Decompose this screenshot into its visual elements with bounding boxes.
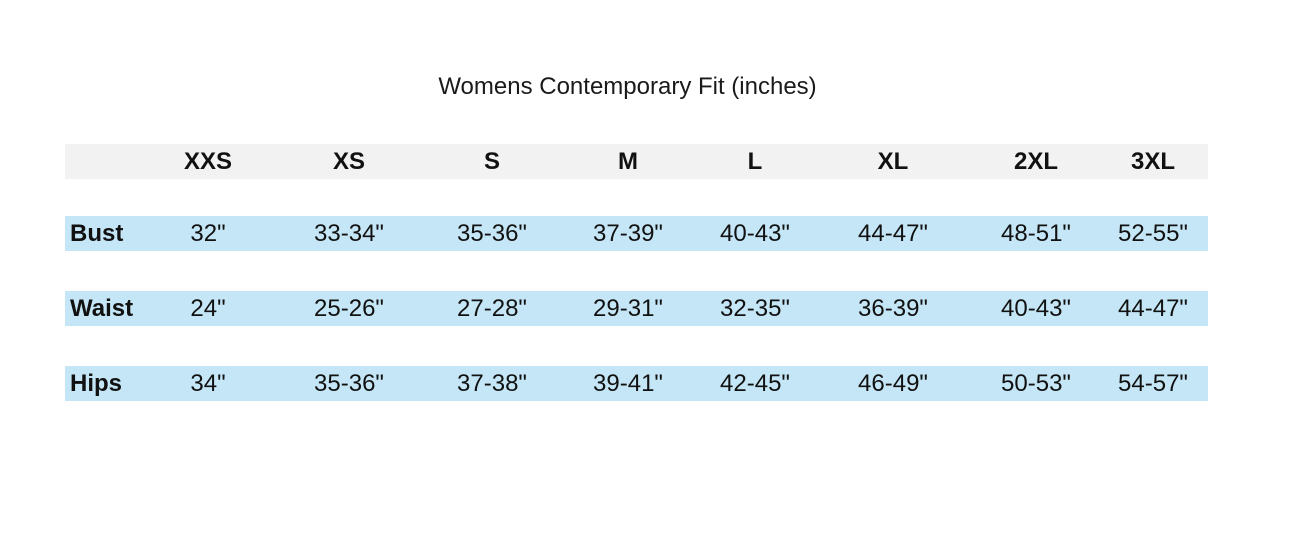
waist-2xl: 40-43" bbox=[1001, 295, 1071, 322]
size-header-m: M bbox=[618, 148, 638, 175]
waist-s: 27-28" bbox=[457, 295, 527, 322]
size-header-xxs: XXS bbox=[183, 148, 233, 175]
row-label-hips: Hips bbox=[70, 370, 123, 397]
waist-xs: 25-26" bbox=[314, 295, 384, 322]
hips-l: 42-45" bbox=[720, 370, 790, 397]
bust-m: 37-39" bbox=[593, 220, 663, 247]
bust-s: 35-36" bbox=[457, 220, 527, 247]
bust-row: Bust 32" 33-34" 35-36" 37-39" 40-43" 44-… bbox=[65, 216, 1208, 251]
waist-3xl: 44-47" bbox=[1118, 295, 1188, 322]
bust-xxs: 32" bbox=[190, 220, 226, 247]
size-header-l: L bbox=[747, 148, 763, 175]
hips-xl: 46-49" bbox=[858, 370, 928, 397]
hips-s: 37-38" bbox=[457, 370, 527, 397]
waist-l: 32-35" bbox=[720, 295, 790, 322]
bust-3xl: 52-55" bbox=[1118, 220, 1188, 247]
hips-xs: 35-36" bbox=[314, 370, 384, 397]
waist-xxs: 24" bbox=[190, 295, 226, 322]
size-header-3xl: 3XL bbox=[1130, 148, 1176, 175]
size-header-row: XXS XS S M L XL 2XL 3XL bbox=[65, 144, 1208, 179]
hips-m: 39-41" bbox=[593, 370, 663, 397]
size-header-s: S bbox=[483, 148, 501, 175]
waist-m: 29-31" bbox=[593, 295, 663, 322]
bust-xl: 44-47" bbox=[858, 220, 928, 247]
chart-title: Womens Contemporary Fit (inches) bbox=[438, 73, 817, 100]
waist-xl: 36-39" bbox=[858, 295, 928, 322]
hips-3xl: 54-57" bbox=[1118, 370, 1188, 397]
hips-2xl: 50-53" bbox=[1001, 370, 1071, 397]
bust-xs: 33-34" bbox=[314, 220, 384, 247]
waist-row: Waist 24" 25-26" 27-28" 29-31" 32-35" 36… bbox=[65, 291, 1208, 326]
bust-l: 40-43" bbox=[720, 220, 790, 247]
size-header-2xl: 2XL bbox=[1013, 148, 1059, 175]
row-label-waist: Waist bbox=[70, 295, 134, 322]
bust-2xl: 48-51" bbox=[1001, 220, 1071, 247]
hips-row: Hips 34" 35-36" 37-38" 39-41" 42-45" 46-… bbox=[65, 366, 1208, 401]
size-header-xs: XS bbox=[332, 148, 366, 175]
size-header-xl: XL bbox=[877, 148, 909, 175]
hips-xxs: 34" bbox=[190, 370, 226, 397]
row-label-bust: Bust bbox=[70, 220, 124, 247]
